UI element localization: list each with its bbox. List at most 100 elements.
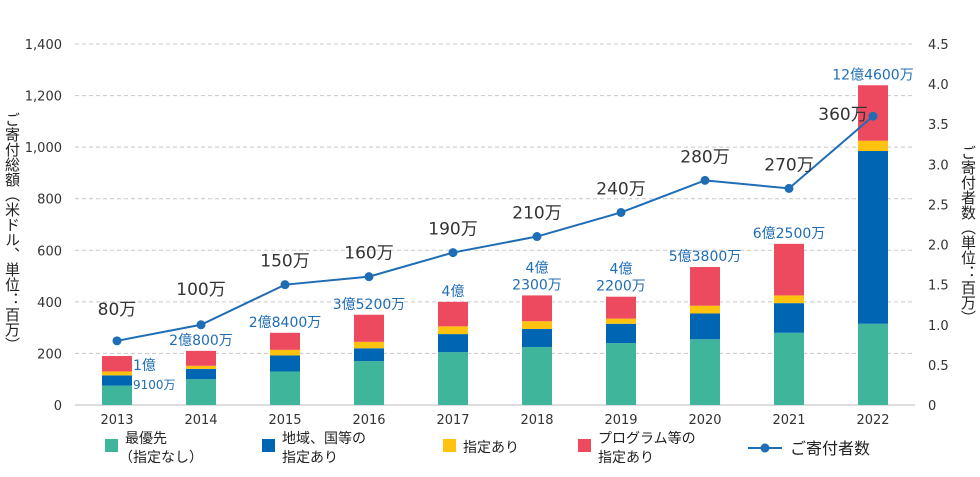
bar-segment [606,343,636,405]
x-tick-label: 2018 [520,413,553,428]
bar-total-label: 2億800万 [169,333,233,349]
donor-point-label: 210万 [512,204,561,224]
left-axis-ticks: 0 200 400 600 800 1,000 1,200 1,400 [25,38,62,414]
axis-titles: ご寄付総額（米ドル、単位：百万） ご寄付者数（単位：百万） [3,112,977,352]
x-tick-label: 2016 [352,413,385,428]
bar-segment [690,267,720,306]
bar-segment [186,379,216,405]
right-tick-label: 2.0 [928,239,949,254]
donor-point [700,175,710,185]
left-tick-label: 1,200 [25,90,62,105]
donor-line [112,111,878,346]
bar-total-label: 4億 [610,262,633,278]
bar-total-label: 9100万 [133,378,176,392]
left-tick-label: 400 [37,296,62,311]
bar-segment [186,368,216,380]
bar-segment [102,385,132,405]
donor-point-label: 190万 [428,220,477,240]
bar-segment [354,314,384,342]
bar-total-label: 2200万 [596,279,646,295]
left-tick-label: 600 [37,244,62,259]
left-tick-label: 200 [37,347,62,362]
right-tick-label: 4.0 [928,78,949,93]
donor-point-label: 80万 [98,300,137,320]
bar-segment [438,352,468,405]
donor-point [280,280,290,290]
legend-swatch [443,439,456,452]
donor-point [784,183,794,193]
bar-total-label: 2億8400万 [249,315,322,331]
bar-segment [774,295,804,304]
donor-point [448,248,458,258]
bar-segment [522,295,552,322]
x-tick-label: 2019 [604,413,637,428]
bar-segment [606,323,636,344]
donor-point-label: 100万 [176,280,225,300]
donor-point [112,336,122,346]
left-tick-label: 800 [37,193,62,208]
x-tick-label: 2013 [100,413,133,428]
bar-segment [354,341,384,349]
bar-total-label: 3億5200万 [333,297,406,313]
right-tick-label: 2.5 [928,198,949,213]
x-axis-ticks: 2013 2014 2015 2016 2017 2018 2019 2020 2021 2022 [100,413,889,428]
legend-label: 地域、国等の指定あり [282,430,366,466]
bar-segment [606,296,636,319]
bar-total-label: 5億3800万 [669,249,742,265]
legend-label: プログラム等の指定あり [598,430,696,466]
left-tick-label: 1,400 [25,38,62,53]
bar-segment [858,140,888,152]
right-tick-label: 0 [928,399,936,414]
bar-segment [858,151,888,324]
legend-swatch [262,439,275,452]
bar-segment [186,365,216,369]
left-axis-title: ご寄付総額（米ドル、単位：百万） [3,112,21,352]
bar-total-label: 6億2500万 [753,226,826,242]
legend-label: 指定あり [463,440,519,456]
right-tick-label: 3.0 [928,158,949,173]
bar-total-label: 1億 [133,358,156,374]
bar-total-label: 4億 [526,260,549,276]
x-tick-label: 2017 [436,413,469,428]
legend: 最優先（指定なし） 地域、国等の指定あり 指定あり プログラム等の指定あり ご寄付者数 [105,430,870,466]
bar-segment [690,305,720,314]
bar-segment [522,328,552,347]
donor-line-path [116,115,874,342]
right-axis-ticks: 0 0.5 1.0 1.5 2.0 2.5 3.0 3.5 4.0 4.5 [928,38,949,414]
bar-segment [270,349,300,356]
donor-point [868,111,878,121]
x-tick-label: 2014 [184,413,217,428]
bar-total-label: 4億 [442,284,465,300]
legend-line-marker [760,443,770,453]
bar-segment [858,323,888,405]
donor-point-label: 240万 [596,179,645,199]
bar-segment [102,375,132,386]
x-tick-label: 2020 [688,413,721,428]
legend-label: ご寄付者数 [790,439,870,458]
donor-point [364,272,374,282]
right-tick-label: 3.5 [928,118,949,133]
bar-segment [438,326,468,335]
stacked-bars [102,85,888,405]
bar-segment [270,371,300,405]
x-tick-label: 2021 [772,413,805,428]
donor-point-label: 280万 [680,147,729,167]
donor-point-label: 160万 [344,244,393,264]
bar-segment [690,339,720,405]
bar-segment [606,318,636,324]
donor-point-labels: 80万 100万 150万 160万 190万 210万 240万 280万 270万 360万 [98,105,868,320]
bar-segment [186,350,216,366]
donor-point-label: 150万 [260,252,309,272]
legend-label: 最優先（指定なし） [119,431,203,466]
x-tick-label: 2015 [268,413,301,428]
right-axis-title: ご寄付者数（単位：百万） [959,145,977,325]
donor-point [616,207,626,217]
bar-segment [354,361,384,405]
bar-total-label: 2300万 [512,277,562,293]
bar-segment [690,313,720,340]
bar-segment [102,356,132,372]
donor-point [196,320,206,330]
bar-segment [102,371,132,376]
right-tick-label: 0.5 [928,359,949,374]
